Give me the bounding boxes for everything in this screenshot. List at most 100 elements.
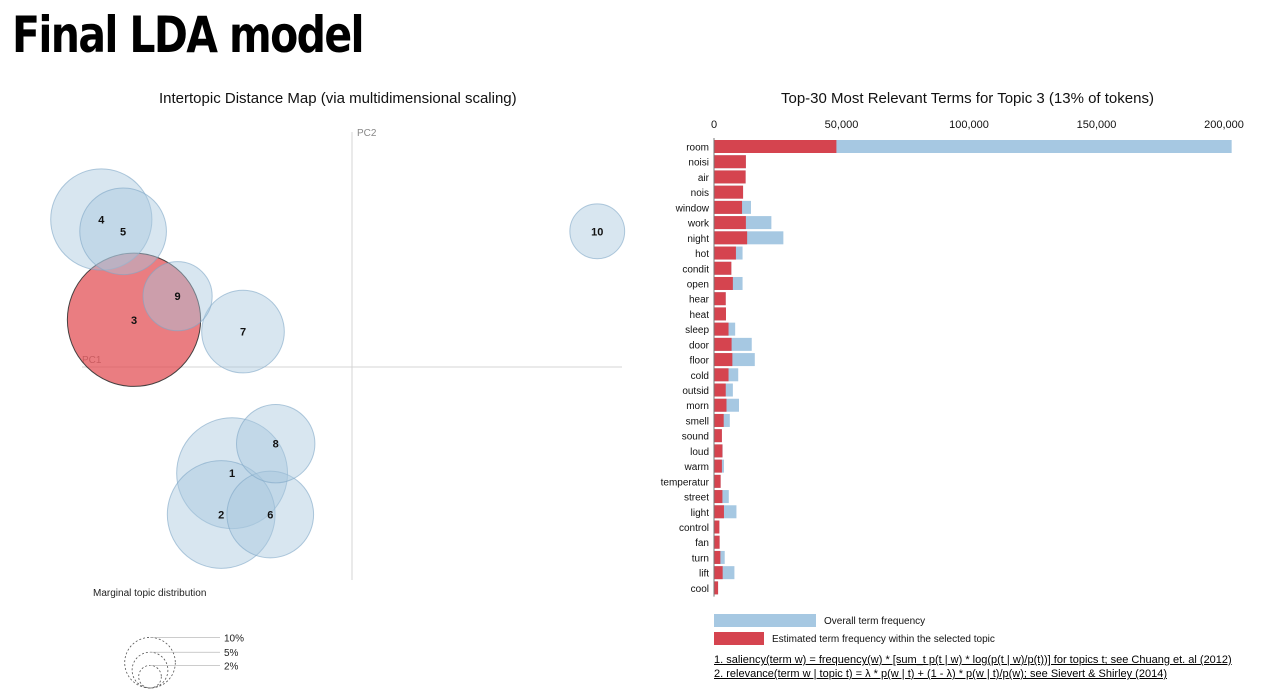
topic-bar-warm xyxy=(714,459,722,473)
term-label-outsid: outsid xyxy=(682,386,709,397)
topic-label-10: 10 xyxy=(591,226,603,238)
topic-bar-sleep xyxy=(714,322,729,336)
legend-label-topic: Estimated term frequency within the sele… xyxy=(772,634,995,645)
x-tick-label: 50,000 xyxy=(825,119,859,131)
topic-label-6: 6 xyxy=(267,510,273,522)
term-label-warm: warm xyxy=(684,462,709,473)
legend-label-overall: Overall term frequency xyxy=(824,616,925,627)
legend-swatch-topic xyxy=(714,632,764,645)
topic-bar-turn xyxy=(714,550,721,564)
topic-bar-floor xyxy=(714,353,733,367)
term-label-hot: hot xyxy=(695,249,709,260)
topic-bar-work xyxy=(714,216,746,230)
topic-bubble-4 xyxy=(50,168,153,271)
topic-bar-light xyxy=(714,505,724,519)
topic-bubble-1 xyxy=(176,417,289,530)
term-label-air: air xyxy=(698,173,710,184)
legend-circle-10 xyxy=(124,637,176,689)
topic-bar-outsid xyxy=(714,383,726,397)
topic-bar-night xyxy=(714,231,748,245)
term-label-street: street xyxy=(684,493,709,504)
x-tick-label: 200,000 xyxy=(1204,119,1244,131)
term-label-light: light xyxy=(691,508,710,519)
marginal-topic-distribution-legend: Marginal topic distribution 2% 5% 10% xyxy=(93,588,244,689)
topic-label-9: 9 xyxy=(175,291,181,303)
topic-bar-noisi xyxy=(714,155,746,169)
term-label-lift: lift xyxy=(699,569,709,580)
footnote-relevance: 2. relevance(term w | topic t) = λ * p(w… xyxy=(714,668,1167,680)
topic-label-5: 5 xyxy=(120,226,126,238)
topic-bar-smell xyxy=(714,413,724,427)
topic-bubble-10 xyxy=(569,203,626,260)
topic-bar-temperatur xyxy=(714,474,721,488)
topic-bar-heat xyxy=(714,307,726,321)
term-label-condit: condit xyxy=(682,264,709,275)
term-label-loud: loud xyxy=(690,447,709,458)
legend-circle-2 xyxy=(138,664,162,689)
topic-label-8: 8 xyxy=(273,439,279,451)
overall-bar-room xyxy=(714,140,1232,153)
topic-bubble-7 xyxy=(201,289,285,374)
topic-bar-sound xyxy=(714,429,722,443)
slide-title: Final LDA model xyxy=(12,6,365,64)
term-label-sound: sound xyxy=(682,432,709,443)
legend-label-2: 2% xyxy=(224,661,239,672)
term-label-turn: turn xyxy=(692,553,709,564)
topic-bubble-5 xyxy=(79,187,167,276)
topic-bar-door xyxy=(714,337,732,351)
x-tick-label: 150,000 xyxy=(1077,119,1117,131)
topic-bar-air xyxy=(714,170,746,184)
pc2-axis-label: PC2 xyxy=(357,128,377,139)
legend-title: Marginal topic distribution xyxy=(93,588,206,599)
relevant-terms-title: Top-30 Most Relevant Terms for Topic 3 (… xyxy=(781,90,1154,107)
term-label-temperatur: temperatur xyxy=(661,477,710,488)
topic-bubble-3 xyxy=(66,252,202,387)
term-label-heat: heat xyxy=(690,310,710,321)
topic-bar-lift xyxy=(714,566,723,580)
topic-label-2: 2 xyxy=(218,510,224,522)
term-label-window: window xyxy=(675,203,710,214)
term-label-smell: smell xyxy=(686,416,709,427)
term-label-night: night xyxy=(687,234,709,245)
topic-bar-window xyxy=(714,200,743,214)
legend-circle-5 xyxy=(131,651,169,689)
term-label-open: open xyxy=(687,279,709,290)
topic-label-1: 1 xyxy=(229,468,235,480)
relevant-terms-bar-chart: 0 50,000 100,000 150,000 200,000 room noisi air… xyxy=(661,119,1244,645)
term-label-hear: hear xyxy=(689,295,710,306)
term-label-door: door xyxy=(689,340,710,351)
topic-bubble-2 xyxy=(166,460,276,569)
topic-bar-morn xyxy=(714,398,727,412)
topic-bar-room xyxy=(714,140,837,153)
term-label-cool: cool xyxy=(691,584,709,595)
x-tick-label: 100,000 xyxy=(949,119,989,131)
term-label-sleep: sleep xyxy=(685,325,709,336)
term-label-noisi: noisi xyxy=(688,158,709,169)
topic-bar-hot xyxy=(714,246,736,260)
topic-bubble-8 xyxy=(235,403,316,484)
topic-bar-nois xyxy=(714,185,744,199)
legend-label-10: 10% xyxy=(224,633,244,644)
intertopic-map-title: Intertopic Distance Map (via multidimens… xyxy=(159,90,517,107)
topic-bar-hear xyxy=(714,292,726,306)
legend-label-5: 5% xyxy=(224,648,239,659)
term-label-morn: morn xyxy=(686,401,709,412)
topic-bar-street xyxy=(714,490,723,504)
topic-bar-open xyxy=(714,276,733,290)
topic-label-4: 4 xyxy=(98,215,105,227)
topic-bar-fan xyxy=(714,535,720,549)
topic-bar-control xyxy=(714,520,720,534)
term-label-fan: fan xyxy=(695,538,709,549)
legend-swatch-overall xyxy=(714,614,816,627)
term-label-room: room xyxy=(686,143,709,154)
topic-bubble-6 xyxy=(226,470,315,559)
x-tick-label: 0 xyxy=(711,119,717,131)
topic-bubble-9 xyxy=(142,261,213,332)
term-label-control: control xyxy=(679,523,709,534)
topic-bar-cool xyxy=(714,581,719,595)
term-label-nois: nois xyxy=(691,188,709,199)
topic-bar-condit xyxy=(714,261,732,275)
term-label-cold: cold xyxy=(691,371,709,382)
term-label-floor: floor xyxy=(690,356,710,367)
topic-bar-loud xyxy=(714,444,723,458)
